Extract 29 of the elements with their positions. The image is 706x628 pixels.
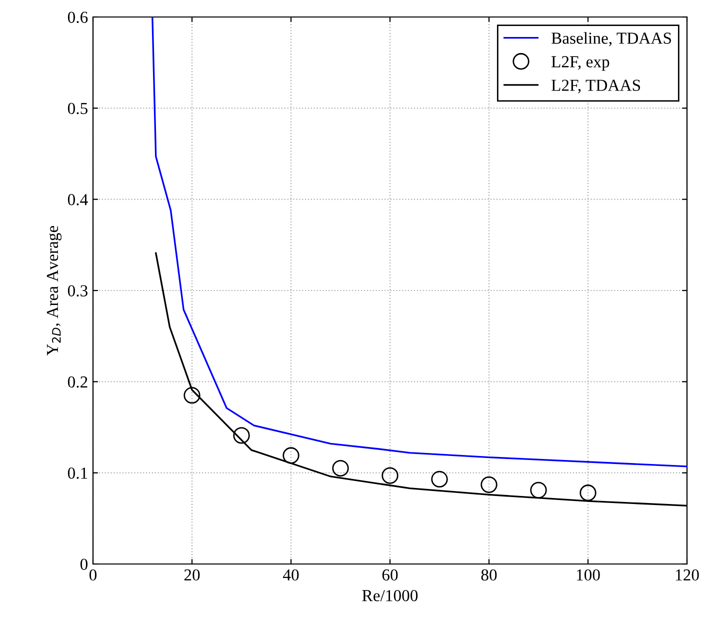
x-tick-label: 0 bbox=[89, 569, 97, 581]
line-series bbox=[152, 17, 687, 468]
x-tick-label: 100 bbox=[576, 569, 600, 581]
y-tick-label: 0.2 bbox=[68, 376, 88, 388]
x-tick-label: 60 bbox=[382, 569, 398, 581]
y-tick-label: 0.3 bbox=[68, 285, 88, 297]
x-tick-label: 20 bbox=[184, 569, 200, 581]
point bbox=[431, 470, 448, 488]
legend-label: L2F, TDAAS bbox=[551, 80, 640, 94]
point bbox=[580, 484, 596, 502]
y-tick-label: 0.4 bbox=[68, 194, 88, 206]
y-tick-label: 0.5 bbox=[68, 102, 88, 114]
x-tick-label: 40 bbox=[282, 569, 299, 581]
point bbox=[530, 482, 547, 498]
y-tick-label: 0.6 bbox=[68, 12, 88, 24]
point bbox=[480, 476, 498, 494]
x-tick-label: 120 bbox=[676, 569, 699, 581]
legend-label: Baseline, TDAAS bbox=[551, 32, 671, 46]
point bbox=[282, 447, 300, 464]
point bbox=[233, 427, 250, 444]
y-axis-title: Y$_{2D}$, Area Average bbox=[46, 226, 62, 356]
point bbox=[184, 387, 200, 404]
x-tick-label: 80 bbox=[481, 569, 497, 581]
y-tick-label: 0 bbox=[80, 558, 88, 570]
point bbox=[382, 467, 398, 484]
y-tick-label: 0.1 bbox=[68, 468, 88, 479]
point bbox=[332, 460, 349, 477]
legend-label: L2F, exp bbox=[551, 56, 610, 71]
x-axis-title: Re/1000 bbox=[362, 590, 418, 602]
